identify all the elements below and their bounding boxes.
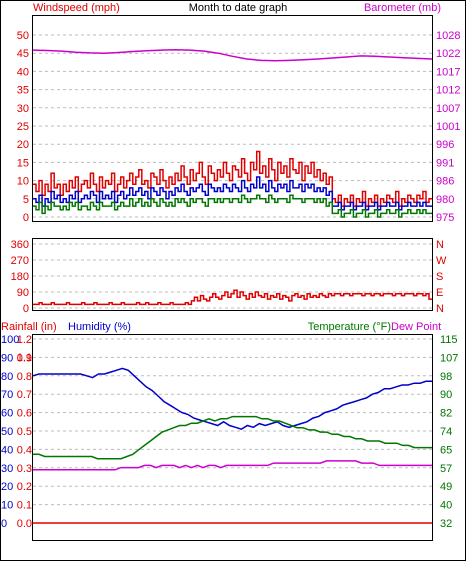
temperature-tick-label: 115 [440,334,458,346]
compass-tick-label: N [436,239,444,251]
humidity-tick-label: 70 [1,389,13,401]
rainfall-axis-label: Rainfall (in) [1,321,57,333]
direction-tick-label: 0 [23,303,29,315]
wind-panel-border [32,15,433,222]
rainfall-tick-label: 0.4 [17,444,32,456]
compass-tick-label: E [436,287,443,299]
direction-grid [33,243,432,309]
barometer-tick-label: 1007 [436,103,460,115]
wind-tick-label: 10 [17,176,29,188]
dewpoint-axis-label: Dew Point [391,321,441,333]
direction-line [33,289,432,306]
wind-tick-label: 40 [17,66,29,78]
compass-tick-label: W [436,255,447,267]
rainfall-tick-label: 0.8 [17,371,32,383]
temperature-tick-label: 90 [440,389,452,401]
barometer-tick-label: 1028 [436,30,460,42]
temperature-tick-label: 65 [440,444,452,456]
temperature-tick-label: 98 [440,371,452,383]
temp-humidity-panel: 0.0 0.1 0.2 0.3 0.4 0.5 0.6 0.7 0.8 0.91.1 1.2 0 10… [1,334,458,541]
rainfall-tick-label: 0.2 [17,481,32,493]
barometer-tick-label: 1001 [436,121,460,133]
dewpoint-line [33,460,432,471]
humidity-tick-label: 40 [1,444,13,456]
humidity-tick-label: 0 [1,518,7,530]
rainfall-tick-label: 0.1 [17,500,32,512]
wind-series [32,49,433,218]
wind-axis-label: Windspeed (mph) [33,2,120,14]
barometer-axis-label: Barometer (mb) [364,2,441,14]
temp-grid [33,338,432,524]
wind-barometer-panel: 0 5 10 15 20 25 30 35 40 45 50 975 980 986 991 996 1001… [17,15,460,224]
temperature-tick-label: 57 [440,463,452,475]
chart-title: Month to date graph [189,2,287,14]
rainfall-ticks: 0.0 0.1 0.2 0.3 0.4 0.5 0.6 0.7 0.8 0.91.1 1.2 [17,334,32,530]
humidity-tick-label: 50 [1,426,13,438]
wind-tick-label: 15 [17,157,29,169]
temperature-axis-label: Temperature (°F) [308,321,391,333]
rainfall-tick-label: 0.9 [17,352,32,364]
direction-tick-label: 360 [11,239,29,251]
direction-tick-label: 90 [17,287,29,299]
temperature-tick-label: 32 [440,518,452,530]
temperature-tick-label: 107 [440,352,458,364]
temp-panel-border [32,334,433,541]
humidity-tick-label: 100 [1,334,19,346]
humidity-line [32,367,432,431]
wind-tick-label: 30 [17,103,29,115]
barometer-tick-label: 1017 [436,66,460,78]
humidity-tick-label: 60 [1,408,13,420]
rainfall-tick-label: 1.1 [17,352,32,364]
wind-tick-label: 0 [23,212,29,224]
barometer-ticks: 975 980 986 991 996 1001 1007 1012 1017 1022 1028 [436,30,460,224]
humidity-tick-label: 30 [1,463,13,475]
wind-tick-label: 25 [17,121,29,133]
barometer-tick-label: 1012 [436,85,460,97]
barometer-tick-label: 1022 [436,48,460,60]
compass-tick-label: S [436,271,443,283]
compass-tick-label: N [436,303,444,315]
wind-tick-label: 20 [17,139,29,151]
temperature-line [33,415,432,460]
wind-tick-label: 50 [17,30,29,42]
direction-tick-label: 180 [11,271,29,283]
wind-tick-label: 5 [23,194,29,206]
wind-ticks: 0 5 10 15 20 25 30 35 40 45 50 [17,30,29,224]
rainfall-tick-label: 0.3 [17,463,32,475]
direction-tick-label: 270 [11,255,29,267]
temperature-tick-label: 82 [440,408,452,420]
gust-line [33,150,432,207]
humidity-axis-label: Humidity (%) [68,321,131,333]
barometer-line [32,49,433,62]
rainfall-tick-label: 0.5 [17,426,32,438]
rainfall-tick-label: 0.6 [17,408,32,420]
barometer-tick-label: 975 [436,212,454,224]
temperature-ticks: 32 40 49 57 65 74 82 90 98 107 115 [440,334,458,530]
humidity-tick-label: 90 [1,352,13,364]
lull-line [33,194,432,218]
humidity-tick-label: 20 [1,481,13,493]
rainfall-tick-label: 1.2 [17,334,32,346]
barometer-tick-label: 980 [436,194,454,206]
barometer-tick-label: 991 [436,157,454,169]
direction-ticks: 0 90 180 270 360 [11,239,29,315]
average-wind-line [33,176,432,211]
rainfall-tick-label: 0.0 [17,518,32,530]
rainfall-tick-label: 0.7 [17,389,32,401]
humidity-tick-label: 80 [1,371,13,383]
humidity-tick-label: 10 [1,500,13,512]
temperature-tick-label: 74 [440,426,452,438]
wind-tick-label: 45 [17,48,29,60]
humidity-ticks: 0 10 20 30 40 50 60 70 80 90 100 [1,334,19,530]
barometer-tick-label: 996 [436,139,454,151]
direction-panel-border [32,238,433,311]
temperature-tick-label: 40 [440,500,452,512]
temperature-tick-label: 49 [440,481,452,493]
barometer-tick-label: 986 [436,176,454,188]
wind-tick-label: 35 [17,85,29,97]
